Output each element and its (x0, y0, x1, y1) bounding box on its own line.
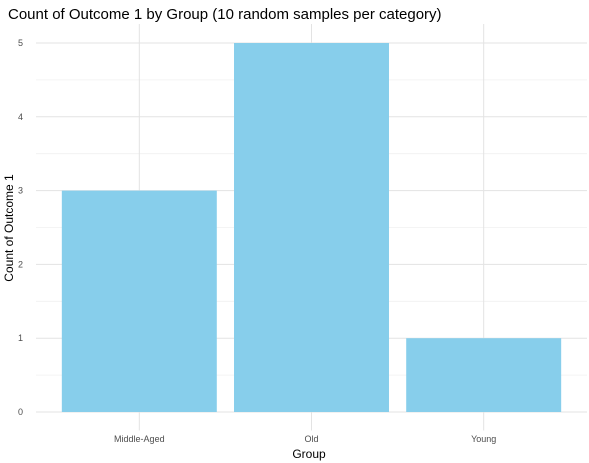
y-tick-label: 0 (18, 407, 23, 417)
y-tick-label: 5 (18, 38, 23, 48)
bar (234, 43, 389, 412)
bar (61, 190, 217, 412)
x-tick-label: Middle-Aged (114, 434, 165, 444)
x-tick-label: Young (471, 434, 496, 444)
y-tick-label: 2 (18, 259, 23, 269)
y-axis-ticks: 0 1 2 3 4 5 (18, 38, 23, 417)
bars (61, 43, 562, 412)
y-tick-label: 4 (18, 112, 23, 122)
y-axis-title: Count of Outcome 1 (2, 174, 16, 282)
bar (406, 338, 562, 412)
x-axis-ticks: Middle-Aged Old Young (114, 434, 496, 444)
chart-title: Count of Outcome 1 by Group (10 random s… (8, 6, 442, 23)
x-tick-label: Old (304, 434, 318, 444)
y-tick-label: 3 (18, 186, 23, 196)
y-tick-label: 1 (18, 333, 23, 343)
x-axis-title: Group (292, 447, 326, 461)
